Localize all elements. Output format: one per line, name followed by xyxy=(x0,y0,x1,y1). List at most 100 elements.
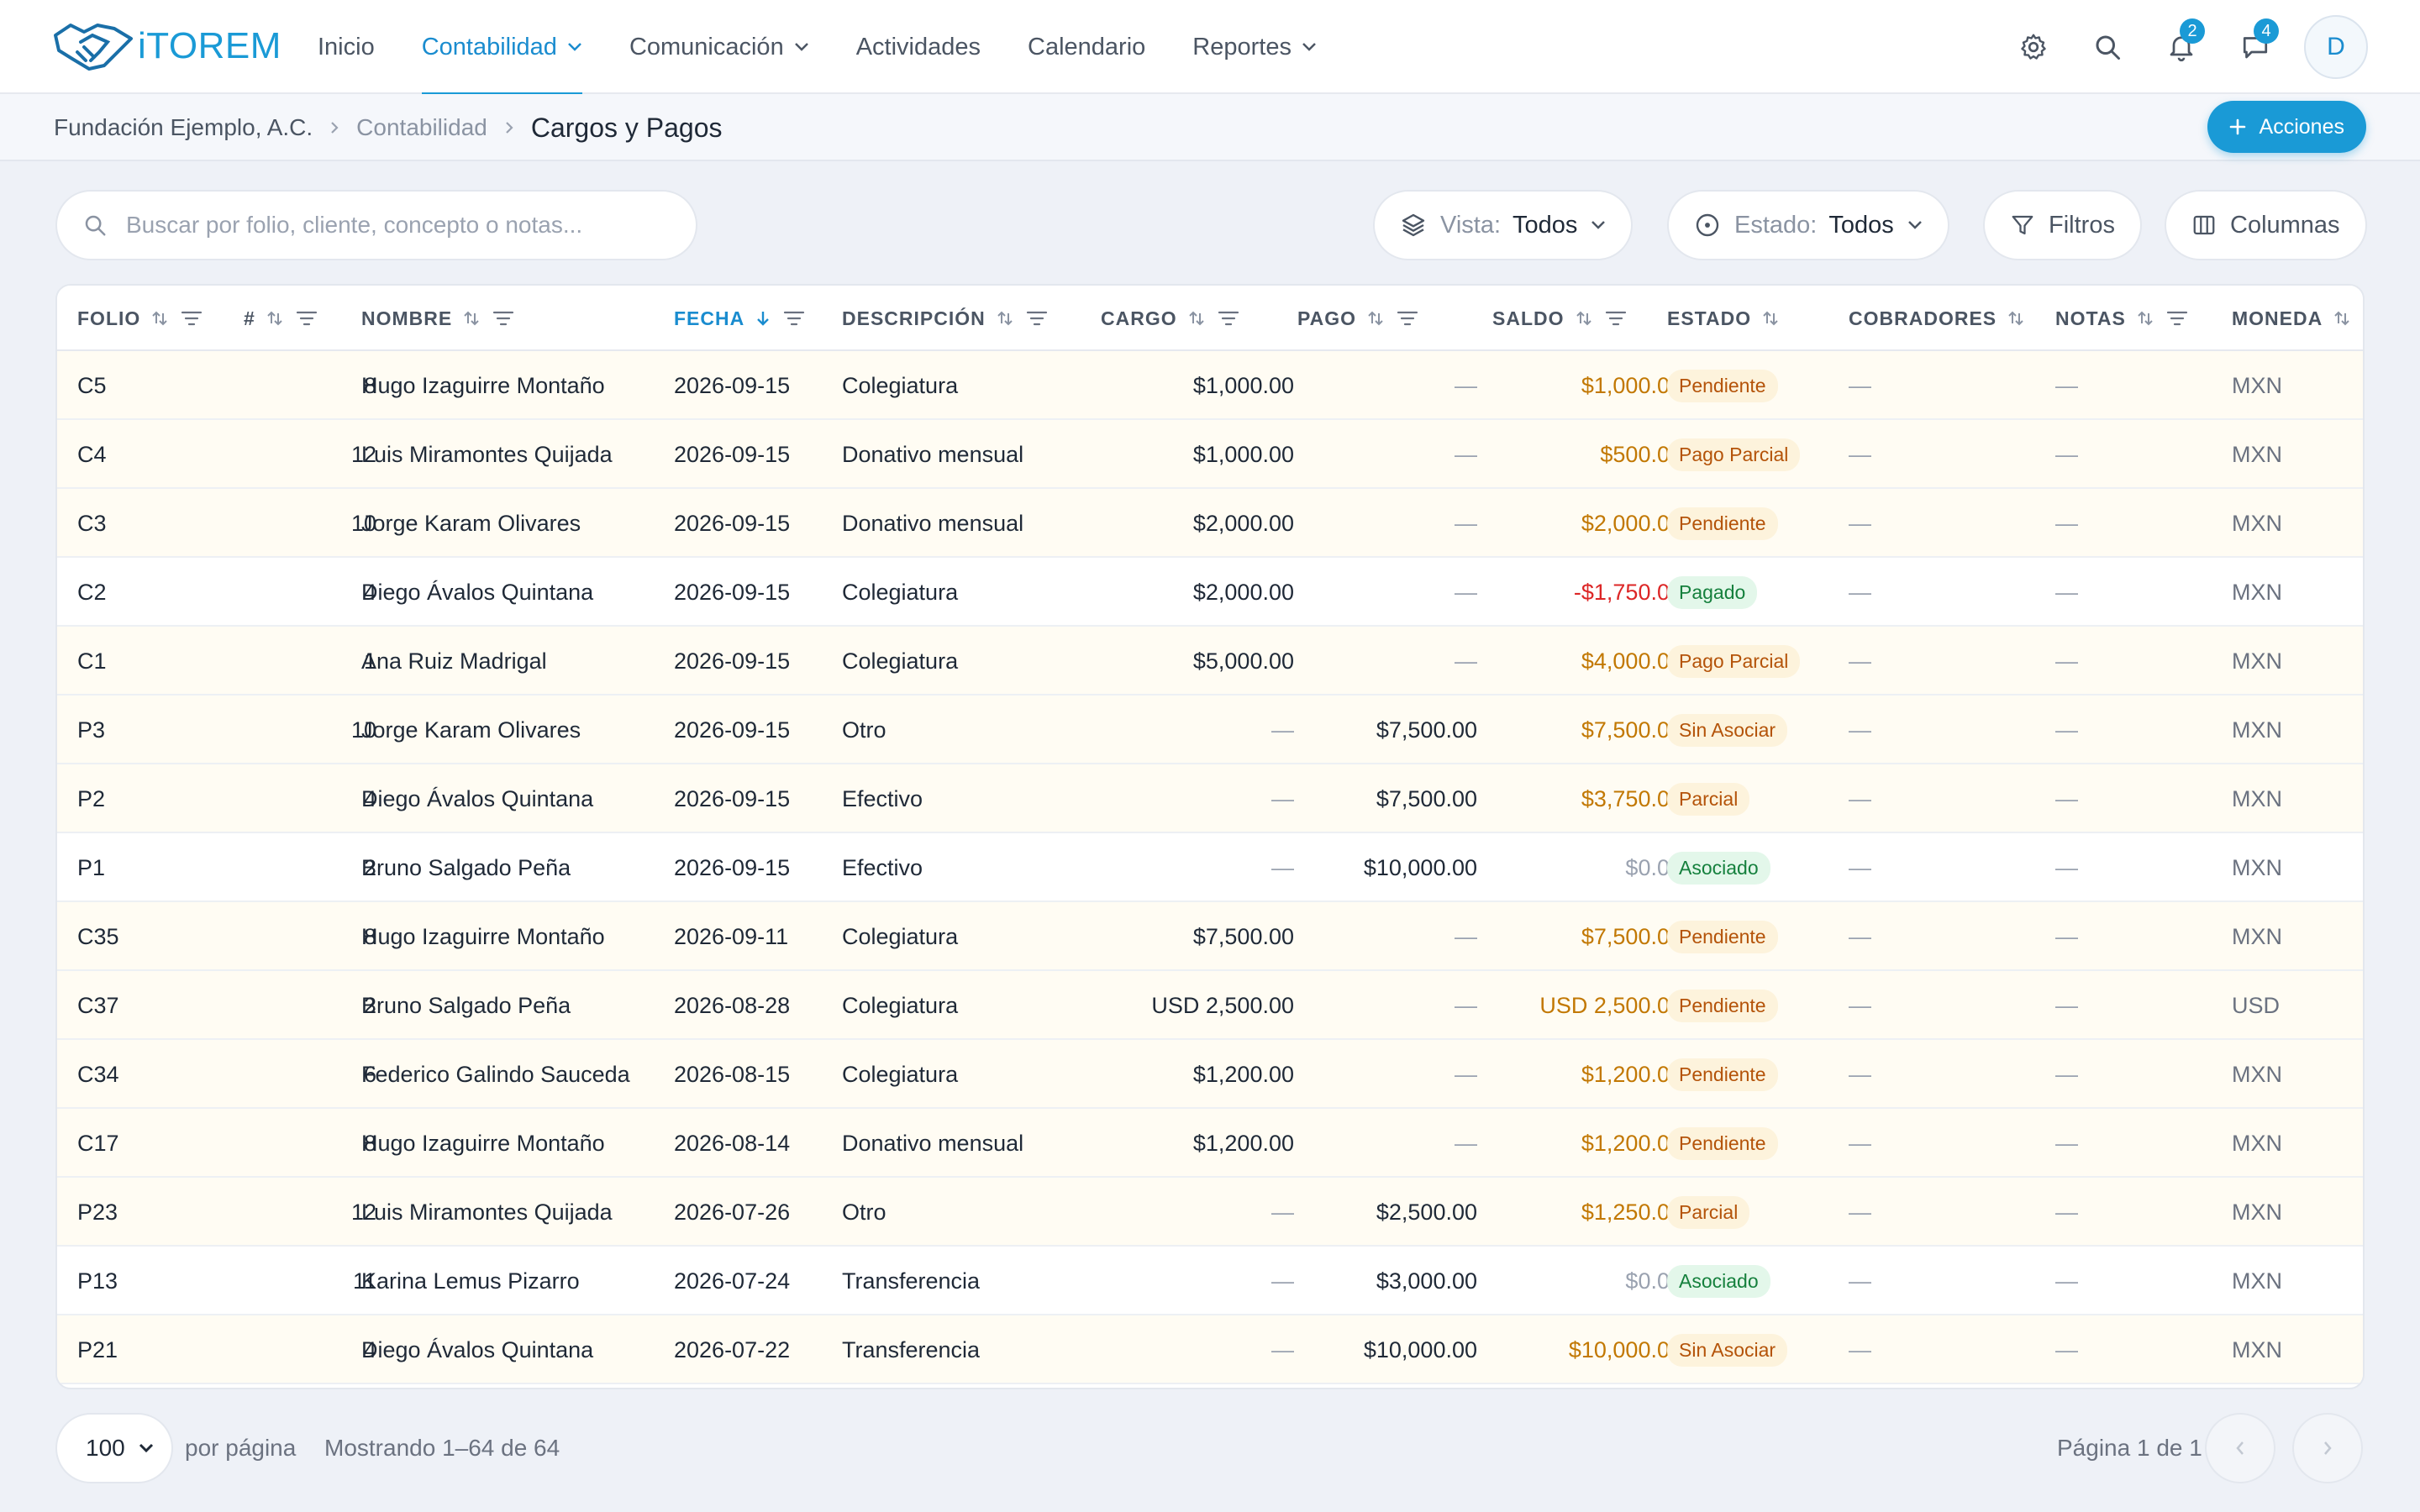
nav-calendario[interactable]: Calendario xyxy=(1028,0,1145,94)
cell-num: 2 xyxy=(244,971,376,1040)
column-header-nombre[interactable]: NOMBRE xyxy=(361,286,514,351)
breadcrumb-org[interactable]: Fundación Ejemplo, A.C. xyxy=(54,114,313,140)
sort-icon[interactable] xyxy=(2136,309,2154,328)
table-row[interactable]: C17 8 Hugo Izaguirre Montaño 2026-08-14 Dona… xyxy=(57,1109,2363,1178)
cell-cargo: — xyxy=(1065,1178,1294,1247)
user-avatar[interactable]: D xyxy=(2304,15,2368,79)
column-header-fecha[interactable]: FECHA xyxy=(674,286,805,351)
filters-button[interactable]: Filtros xyxy=(1983,190,2142,260)
table-row[interactable]: C4 12 Luis Miramontes Quijada 2026-09-15 Don… xyxy=(57,420,2363,489)
settings-button[interactable] xyxy=(2002,15,2065,79)
breadcrumb-section[interactable]: Contabilidad xyxy=(356,114,487,140)
table-row[interactable]: P23 12 Luis Miramontes Quijada 2026-07-26 Ot… xyxy=(57,1178,2363,1247)
status-badge: Sin Asociar xyxy=(1667,1333,1788,1367)
cell-value: $1,200.00 xyxy=(1192,1130,1294,1156)
cell-num: 4 xyxy=(244,558,376,627)
table-row[interactable]: C1 1 Ana Ruiz Madrigal 2026-09-15 Colegiatur… xyxy=(57,627,2363,696)
messages-button[interactable]: 4 xyxy=(2223,15,2287,79)
table-row[interactable]: P13 11 Karina Lemus Pizarro 2026-07-24 Trans… xyxy=(57,1247,2363,1315)
nav-actividades[interactable]: Actividades xyxy=(856,0,981,94)
column-header-num[interactable]: # xyxy=(244,286,318,351)
column-header-moneda[interactable]: MONEDA xyxy=(2232,286,2351,351)
cell-fecha: 2026-08-14 xyxy=(674,1109,834,1178)
table-row[interactable]: P2 4 Diego Ávalos Quintana 2026-09-15 Efecti… xyxy=(57,764,2363,833)
cell-folio: P21 xyxy=(77,1315,170,1384)
cell-value: Transferencia xyxy=(842,1336,981,1362)
cell-value: $1,200.00 xyxy=(1192,1061,1294,1087)
column-filter-icon[interactable] xyxy=(492,309,514,328)
table-row[interactable]: C34 6 Federico Galindo Sauceda 2026-08-15 Co… xyxy=(57,1040,2363,1109)
next-page-button[interactable] xyxy=(2292,1413,2363,1483)
cell-descripcion: Colegiatura xyxy=(842,558,1094,627)
cell-value: C1 xyxy=(77,648,107,674)
sort-icon[interactable] xyxy=(1366,309,1385,328)
sort-icon[interactable] xyxy=(996,309,1014,328)
sort-desc-icon[interactable] xyxy=(755,309,771,328)
sort-icon[interactable] xyxy=(150,309,169,328)
columns-button[interactable]: Columnas xyxy=(2165,190,2367,260)
vista-dropdown[interactable]: Vista: Todos xyxy=(1373,190,1634,260)
table-row[interactable]: P1 2 Bruno Salgado Peña 2026-09-15 Efectivo —… xyxy=(57,833,2363,902)
sort-icon[interactable] xyxy=(1575,309,1593,328)
column-filter-icon[interactable] xyxy=(1605,309,1627,328)
cell-estado: Pago Parcial xyxy=(1667,627,1835,696)
cell-folio: C17 xyxy=(77,1109,170,1178)
table-row[interactable]: C5 8 Hugo Izaguirre Montaño 2026-09-15 Coleg… xyxy=(57,351,2363,420)
column-header-cobradores[interactable]: COBRADORES xyxy=(1849,286,2025,351)
cell-value: 2026-09-15 xyxy=(674,854,791,880)
column-header-descripcion[interactable]: DESCRIPCIÓN xyxy=(842,286,1048,351)
estado-dropdown[interactable]: Estado: Todos xyxy=(1667,190,1949,260)
table-row[interactable]: C3 10 Jorge Karam Olivares 2026-09-15 Donati… xyxy=(57,489,2363,558)
table-row[interactable]: C35 8 Hugo Izaguirre Montaño 2026-09-11 Cole… xyxy=(57,902,2363,971)
sort-icon[interactable] xyxy=(1761,309,1780,328)
column-filter-icon[interactable] xyxy=(296,309,318,328)
column-filter-icon[interactable] xyxy=(1026,309,1048,328)
sort-icon[interactable] xyxy=(462,309,481,328)
notifications-button[interactable]: 2 xyxy=(2149,15,2213,79)
actions-button[interactable]: Acciones xyxy=(2207,101,2366,153)
cell-fecha: 2026-08-15 xyxy=(674,1040,834,1109)
column-header-label: SALDO xyxy=(1492,307,1565,329)
table-row[interactable]: P3 10 Jorge Karam Olivares 2026-09-15 Otro — $… xyxy=(57,696,2363,764)
table-row[interactable]: C2 4 Diego Ávalos Quintana 2026-09-15 Colegi… xyxy=(57,558,2363,627)
table-row[interactable]: P21 4 Diego Ávalos Quintana 2026-07-22 Trans… xyxy=(57,1315,2363,1384)
cell-moneda: MXN xyxy=(2232,420,2349,489)
cell-value: 12 xyxy=(350,441,376,467)
cell-value: — xyxy=(1849,510,1871,536)
cell-value: Luis Miramontes Quijada xyxy=(361,441,613,467)
column-header-estado[interactable]: ESTADO xyxy=(1667,286,1780,351)
column-header-folio[interactable]: FOLIO xyxy=(77,286,203,351)
column-header-notas[interactable]: NOTAS xyxy=(2055,286,2188,351)
nav-inicio[interactable]: Inicio xyxy=(318,0,375,94)
table-header: FOLIO # NOMBRE FECHA DESCRIPCIÓN CARGO PAGO SAL… xyxy=(57,286,2363,351)
prev-page-button[interactable] xyxy=(2205,1413,2275,1483)
search-button[interactable] xyxy=(2075,15,2139,79)
nav-comunicacion[interactable]: Comunicación xyxy=(629,0,809,94)
cell-cobradores: — xyxy=(1849,696,2017,764)
column-filter-icon[interactable] xyxy=(1218,309,1239,328)
sort-icon[interactable] xyxy=(266,309,284,328)
brand-logo[interactable]: iTOREM xyxy=(52,17,281,76)
sort-icon[interactable] xyxy=(2333,309,2351,328)
sort-icon[interactable] xyxy=(1187,309,1206,328)
sort-icon[interactable] xyxy=(2007,309,2025,328)
column-filter-icon[interactable] xyxy=(2166,309,2188,328)
column-header-pago[interactable]: PAGO xyxy=(1297,286,1418,351)
nav-label: Actividades xyxy=(855,33,981,60)
column-filter-icon[interactable] xyxy=(181,309,203,328)
column-filter-icon[interactable] xyxy=(783,309,805,328)
table-row[interactable]: C37 2 Bruno Salgado Peña 2026-08-28 Colegiat… xyxy=(57,971,2363,1040)
search-input[interactable] xyxy=(126,212,681,239)
column-header-saldo[interactable]: SALDO xyxy=(1492,286,1627,351)
per-page-select[interactable]: 100 xyxy=(55,1413,173,1483)
nav-reportes[interactable]: Reportes xyxy=(1192,0,1317,94)
nav-label: Comunicación xyxy=(629,33,784,60)
cell-value: 4 xyxy=(363,1336,376,1362)
nav-contabilidad[interactable]: Contabilidad xyxy=(421,0,583,96)
cell-nombre: Hugo Izaguirre Montaño xyxy=(361,1109,681,1178)
cell-value: Bruno Salgado Peña xyxy=(361,992,571,1018)
page-title: Cargos y Pagos xyxy=(530,112,723,143)
column-header-cargo[interactable]: CARGO xyxy=(1101,286,1239,351)
column-filter-icon[interactable] xyxy=(1397,309,1418,328)
cell-value: — xyxy=(2055,1130,2078,1156)
